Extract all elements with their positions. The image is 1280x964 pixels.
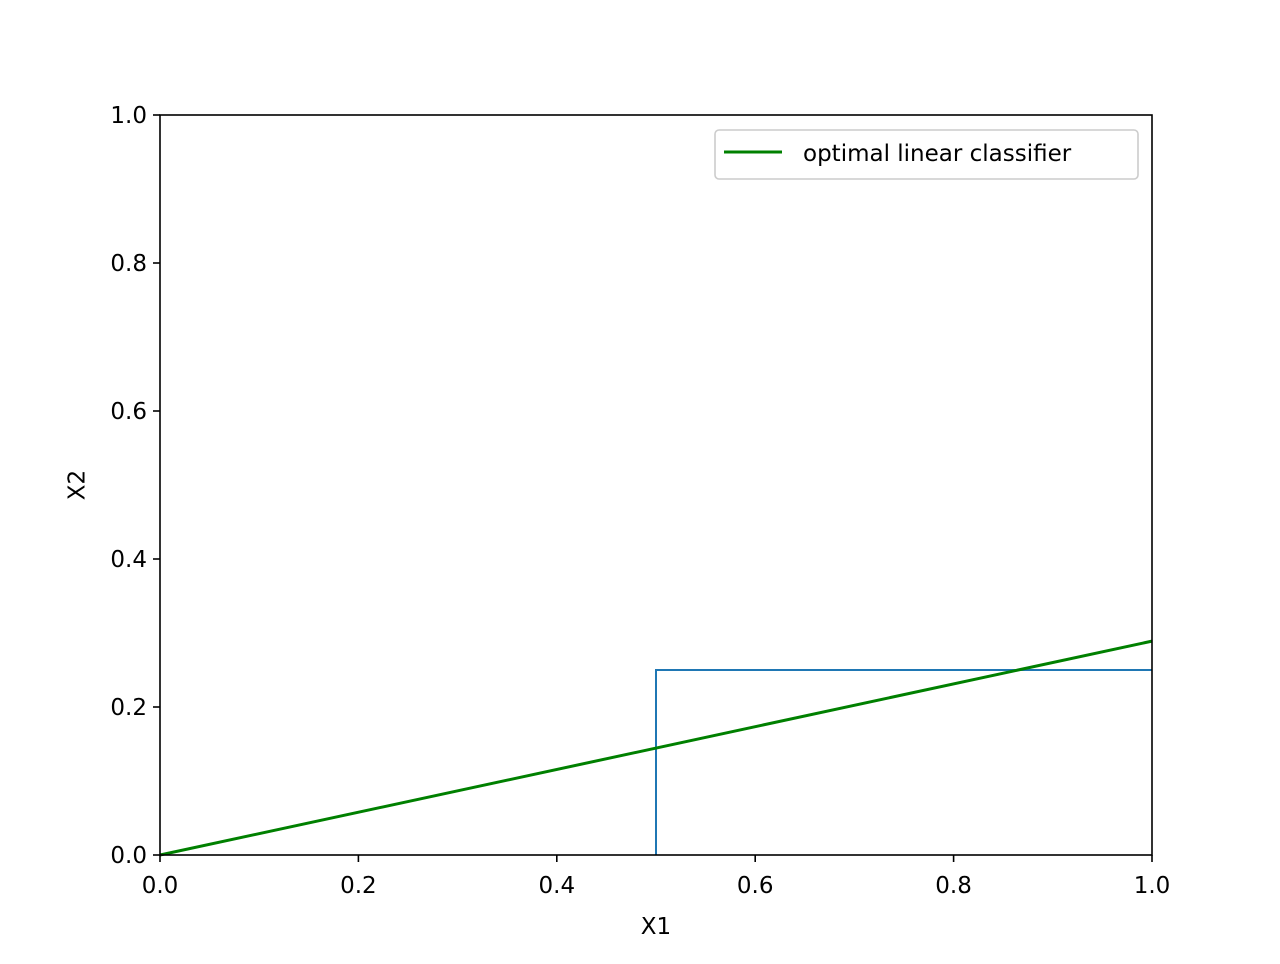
series-layer xyxy=(159,639,1153,857)
y-axis: 0.0 0.2 0.4 0.6 0.8 1.0 xyxy=(110,103,160,869)
x-axis: 0.0 0.2 0.4 0.6 0.8 1.0 xyxy=(142,855,1171,899)
y-tick-label: 0.0 xyxy=(110,843,147,869)
y-tick-label: 0.2 xyxy=(110,695,147,721)
x-tick-label: 0.6 xyxy=(737,873,774,899)
legend-box xyxy=(714,129,1139,180)
y-tick-label: 0.8 xyxy=(110,251,147,277)
series-line-threshold-region xyxy=(655,669,1152,855)
y-tick-label: 1.0 xyxy=(110,103,147,129)
y-tick-label: 0.4 xyxy=(110,547,147,573)
x-tick-label: 0.8 xyxy=(935,873,972,899)
x-tick-label: 1.0 xyxy=(1134,873,1171,899)
y-tick-label: 0.6 xyxy=(110,399,147,425)
x-tick-label: 0.0 xyxy=(142,873,179,899)
legend-label-optimal-linear-classifier: optimal linear classifier xyxy=(803,141,1072,167)
y-axis-title: X2 xyxy=(65,470,91,500)
x-tick-label: 0.2 xyxy=(340,873,377,899)
x-axis-title: X1 xyxy=(641,914,671,940)
x-tick-label: 0.4 xyxy=(539,873,576,899)
series-line-optimal-linear-classifier xyxy=(159,639,1153,857)
plot-frame xyxy=(159,114,1153,856)
legend: optimal linear classifier xyxy=(714,129,1139,180)
